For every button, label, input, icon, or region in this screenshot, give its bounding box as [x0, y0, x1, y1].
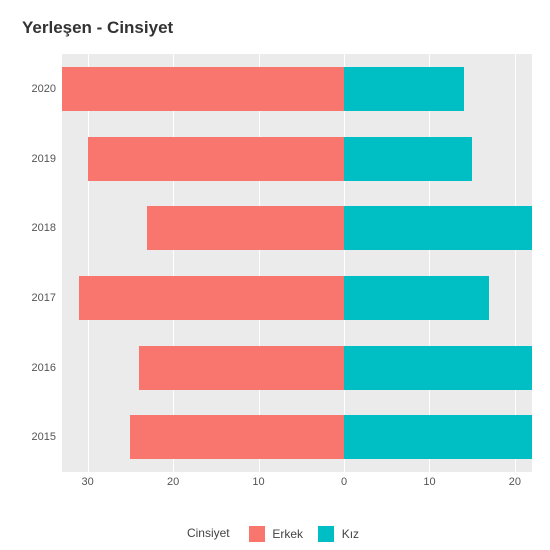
x-axis-label: 10 — [252, 476, 264, 488]
gridline-v — [88, 54, 89, 472]
gridline-v — [259, 54, 260, 472]
bar-erkek-2016 — [139, 346, 344, 390]
bar-kız-2020 — [344, 67, 464, 111]
x-axis-label: 30 — [82, 476, 94, 488]
chart-title: Yerleşen - Cinsiyet — [22, 18, 540, 38]
y-axis-label: 2019 — [10, 153, 56, 165]
y-axis-label: 2015 — [10, 431, 56, 443]
x-axis-label: 0 — [341, 476, 347, 488]
bar-erkek-2019 — [88, 137, 344, 181]
legend-title: Cinsiyet — [187, 526, 230, 540]
bar-kız-2016 — [344, 346, 532, 390]
bar-erkek-2017 — [79, 276, 344, 320]
y-axis-label: 2018 — [10, 222, 56, 234]
y-axis-label: 2020 — [10, 83, 56, 95]
bar-kız-2019 — [344, 137, 472, 181]
x-axis-label: 20 — [167, 476, 179, 488]
bar-kız-2017 — [344, 276, 489, 320]
gridline-v — [515, 54, 516, 472]
legend-swatch-kiz — [318, 526, 334, 542]
bar-kız-2015 — [344, 415, 532, 459]
gridline-v — [429, 54, 430, 472]
plot-area — [62, 54, 532, 472]
legend-label-erkek: Erkek — [272, 527, 303, 541]
bar-erkek-2020 — [62, 67, 344, 111]
y-axis-label: 2017 — [10, 292, 56, 304]
gridline-v — [344, 54, 345, 472]
bar-kız-2018 — [344, 206, 532, 250]
x-axis-label: 10 — [423, 476, 435, 488]
bar-erkek-2018 — [147, 206, 344, 250]
legend-label-kiz: Kız — [342, 527, 359, 541]
legend-swatch-erkek — [249, 526, 265, 542]
gridline-v — [173, 54, 174, 472]
y-axis-label: 2016 — [10, 362, 56, 374]
bar-erkek-2015 — [130, 415, 344, 459]
legend: Cinsiyet Erkek Kız — [0, 526, 550, 542]
x-axis-label: 20 — [509, 476, 521, 488]
